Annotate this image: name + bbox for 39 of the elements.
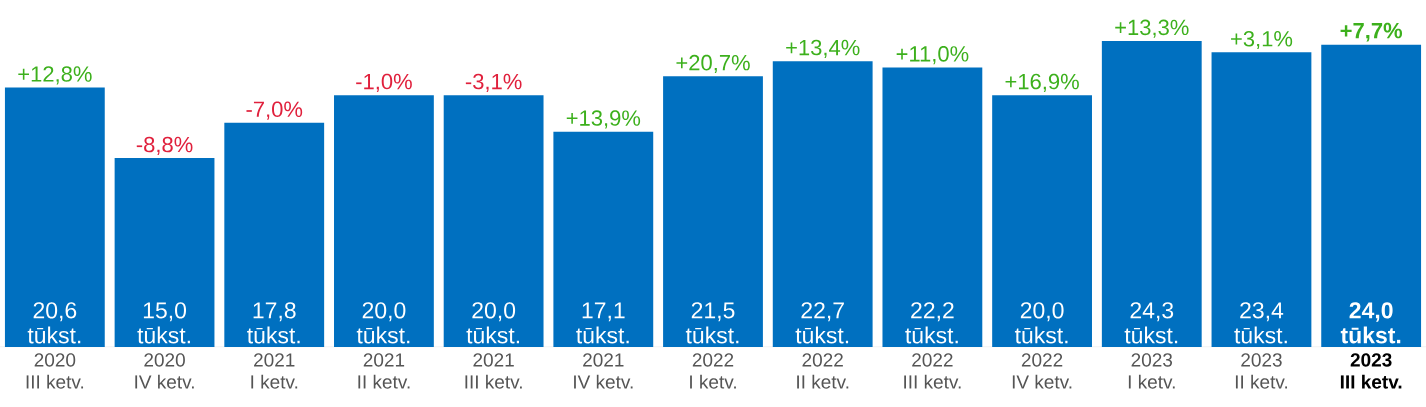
data-label: 15,0 tūkst. [137,302,190,344]
x-tick-label: 2020 IV ketv. [135,353,194,389]
x-tick-label: 2021 II ketv. [358,353,410,389]
data-label: 20,0 tūkst. [1014,302,1068,344]
data-label: 24,3 tūkst. [1124,302,1178,344]
annotation: +13,9% [566,110,641,129]
x-tick-label: 2022 IV ketv. [1012,353,1072,389]
x-tick-label: 2020 III ketv. [26,353,84,389]
data-label: 20,0 tūkst. [356,302,410,344]
annotation: -3,1% [465,73,522,92]
x-tick-label: 2021 I ketv. [251,353,298,389]
data-label: 20,6 tūkst. [27,302,81,344]
data-label: 24,0 tūkst. [1340,302,1401,344]
x-tick-label: 2023 II ketv. [1235,353,1288,389]
annotation: +11,0% [896,46,969,65]
x-tick-label: 2021 IV ketv. [574,353,633,389]
x-tick-label: 2022 III ketv. [904,353,961,389]
x-tick-label: 2022 II ketv. [797,353,849,389]
data-label: 20,0 tūkst. [466,302,520,344]
annotation: +20,7% [676,54,750,74]
x-tick-label: 2022 I ketv. [690,353,736,389]
annotation: +13,3% [1115,19,1189,38]
x-tick-label: 2021 III ketv. [465,353,522,389]
data-label: 17,1 tūkst. [576,302,629,344]
annotation: +3,1% [1231,30,1293,50]
data-label: 23,4 tūkst. [1234,302,1287,344]
annotation: +16,9% [1005,73,1079,92]
annotation: +13,4% [786,39,860,58]
data-label: 22,7 tūkst. [795,302,849,344]
annotation: -1,0% [356,73,412,92]
data-label: 21,5 tūkst. [685,302,739,344]
x-tick-label: 2023 III ketv. [1340,353,1402,389]
annotation: -7,0% [246,101,303,120]
data-label: 17,8 tūkst. [247,302,300,344]
annotation: +12,8% [18,66,92,85]
data-label: 22,2 tūkst. [905,302,958,344]
x-tick-label: 2023 I ketv. [1128,353,1175,389]
annotation: -8,8% [136,136,193,155]
annotation: +7,7% [1340,22,1403,42]
